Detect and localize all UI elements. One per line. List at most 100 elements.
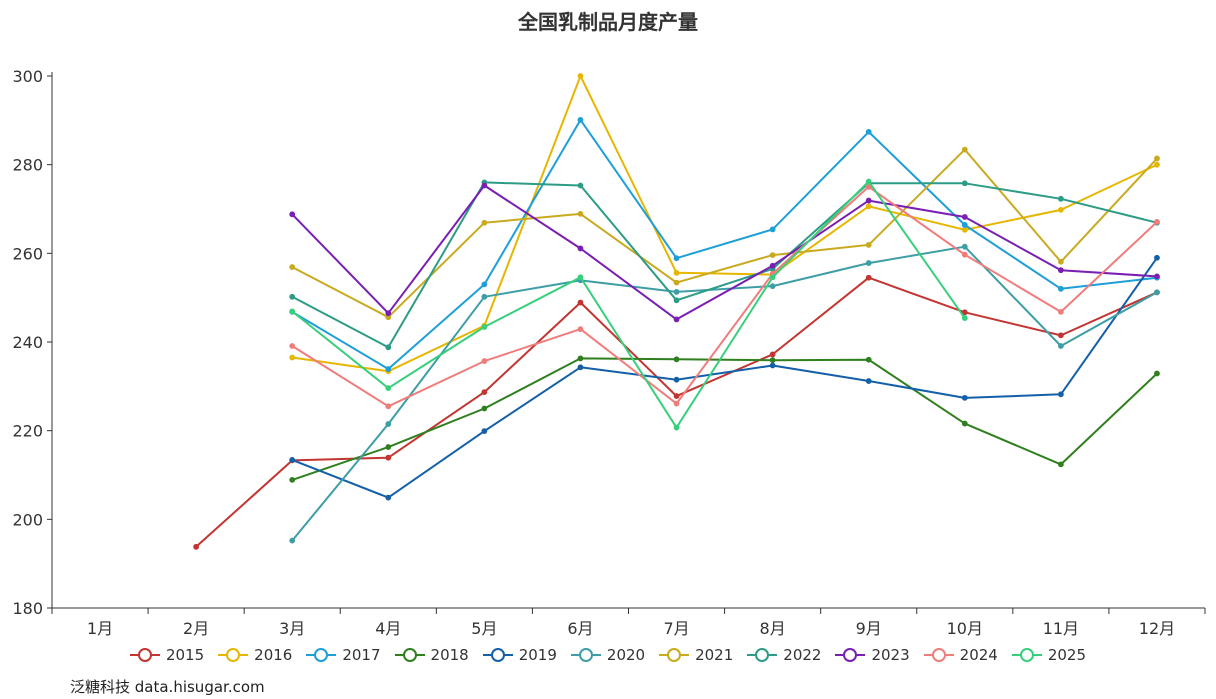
data-point-2023 xyxy=(289,211,296,218)
data-point-2020 xyxy=(673,289,680,295)
data-point-2023 xyxy=(1057,267,1064,274)
x-tick-label: 12月 xyxy=(1139,619,1175,638)
data-point-2016 xyxy=(673,269,680,276)
x-tick-label: 8月 xyxy=(760,619,786,638)
data-point-2022 xyxy=(385,344,392,351)
legend-marker-icon xyxy=(747,648,778,662)
legend-item-2016[interactable]: 2016 xyxy=(218,646,292,664)
data-point-2023 xyxy=(385,310,392,317)
data-point-2018 xyxy=(385,444,392,450)
data-point-2020 xyxy=(385,421,392,427)
data-point-2016 xyxy=(865,203,872,210)
data-point-2023 xyxy=(673,316,680,323)
data-point-2015 xyxy=(769,351,776,358)
data-point-2018 xyxy=(1154,370,1160,377)
data-point-2018 xyxy=(289,476,296,483)
x-tick-label: 2月 xyxy=(183,619,209,638)
data-point-2019 xyxy=(961,394,968,401)
data-point-2023 xyxy=(865,197,872,204)
data-point-2022 xyxy=(673,297,680,304)
data-point-2018 xyxy=(961,420,968,427)
data-point-2015 xyxy=(385,454,392,461)
data-point-2023 xyxy=(577,245,584,252)
data-point-2019 xyxy=(673,376,680,383)
data-point-2017 xyxy=(865,128,872,135)
data-point-2018 xyxy=(577,355,584,362)
data-point-2019 xyxy=(577,364,584,371)
data-point-2025 xyxy=(961,315,968,321)
data-point-2021 xyxy=(481,219,488,226)
series-2023 xyxy=(289,182,1160,323)
legend-marker-icon xyxy=(306,648,337,662)
data-point-2023 xyxy=(1154,273,1160,280)
y-tick-label: 280 xyxy=(12,156,43,175)
x-tick-label: 6月 xyxy=(567,619,593,638)
legend-item-2022[interactable]: 2022 xyxy=(747,646,821,664)
legend-marker-icon xyxy=(1011,648,1042,662)
data-point-2016 xyxy=(1057,206,1064,213)
data-point-2015 xyxy=(961,309,968,316)
legend-item-2015[interactable]: 2015 xyxy=(129,646,205,664)
series-2017 xyxy=(289,116,1160,372)
data-point-2022 xyxy=(1057,195,1064,202)
data-point-2018 xyxy=(769,357,776,364)
data-point-2017 xyxy=(673,255,680,262)
legend-label: 2021 xyxy=(695,646,734,664)
x-tick-label: 3月 xyxy=(279,619,305,638)
data-point-2017 xyxy=(1057,285,1064,292)
y-tick-label: 220 xyxy=(12,422,43,441)
x-tick-label: 9月 xyxy=(856,619,882,638)
legend-label: 2018 xyxy=(430,646,469,664)
data-point-2021 xyxy=(673,279,680,286)
y-tick-label: 200 xyxy=(12,510,43,529)
data-point-2022 xyxy=(961,180,968,187)
data-point-2025 xyxy=(865,178,872,185)
data-point-2016 xyxy=(289,354,296,361)
series-2024 xyxy=(289,183,1160,410)
chart-title: 全国乳制品月度产量 xyxy=(518,10,698,34)
data-point-2020 xyxy=(481,293,488,300)
series-line-2016 xyxy=(292,75,1158,373)
data-point-2021 xyxy=(961,146,968,153)
legend-marker-icon xyxy=(835,648,866,662)
legend-item-2021[interactable]: 2021 xyxy=(659,646,733,664)
series-2022 xyxy=(289,179,1160,351)
legend-item-2024[interactable]: 2024 xyxy=(923,646,998,664)
legend-label: 2015 xyxy=(165,646,205,664)
data-point-2022 xyxy=(577,182,584,189)
data-point-2018 xyxy=(865,356,872,363)
series-2019 xyxy=(289,254,1160,501)
data-point-2015 xyxy=(865,274,872,281)
data-point-2016 xyxy=(577,73,584,79)
x-tick-label: 10月 xyxy=(947,619,983,638)
series-2020 xyxy=(289,243,1160,544)
data-point-2020 xyxy=(1154,289,1160,296)
data-point-2023 xyxy=(769,262,776,269)
legend-marker-icon xyxy=(923,648,954,662)
x-tick-label: 5月 xyxy=(471,619,497,638)
series-line-2024 xyxy=(291,185,1158,408)
series-2018 xyxy=(289,355,1160,483)
x-tick-label: 4月 xyxy=(375,619,401,638)
legend-item-2019[interactable]: 2019 xyxy=(482,646,557,664)
data-point-2024 xyxy=(1154,218,1160,225)
data-point-2017 xyxy=(769,226,776,233)
legend-label: 2022 xyxy=(783,646,822,664)
chart-legend: 2015 2016 2017 2018 2019 2020 2021 2022 2023 2024… xyxy=(0,646,1216,664)
data-point-2024 xyxy=(289,343,296,349)
legend-item-2018[interactable]: 2018 xyxy=(394,646,469,664)
y-tick-label: 300 xyxy=(12,67,43,86)
x-tick-label: 11月 xyxy=(1043,619,1079,638)
legend-item-2020[interactable]: 2020 xyxy=(570,646,645,664)
legend-item-2017[interactable]: 2017 xyxy=(306,646,381,664)
data-point-2019 xyxy=(385,494,392,501)
data-point-2019 xyxy=(1057,391,1064,398)
legend-label: 2025 xyxy=(1047,646,1087,664)
data-point-2015 xyxy=(577,299,584,306)
series-line-2022 xyxy=(291,181,1158,349)
legend-item-2025[interactable]: 2025 xyxy=(1011,646,1087,664)
data-point-2021 xyxy=(289,264,296,270)
series-line-2020 xyxy=(291,245,1158,542)
legend-item-2023[interactable]: 2023 xyxy=(835,646,910,664)
data-point-2018 xyxy=(673,356,680,363)
